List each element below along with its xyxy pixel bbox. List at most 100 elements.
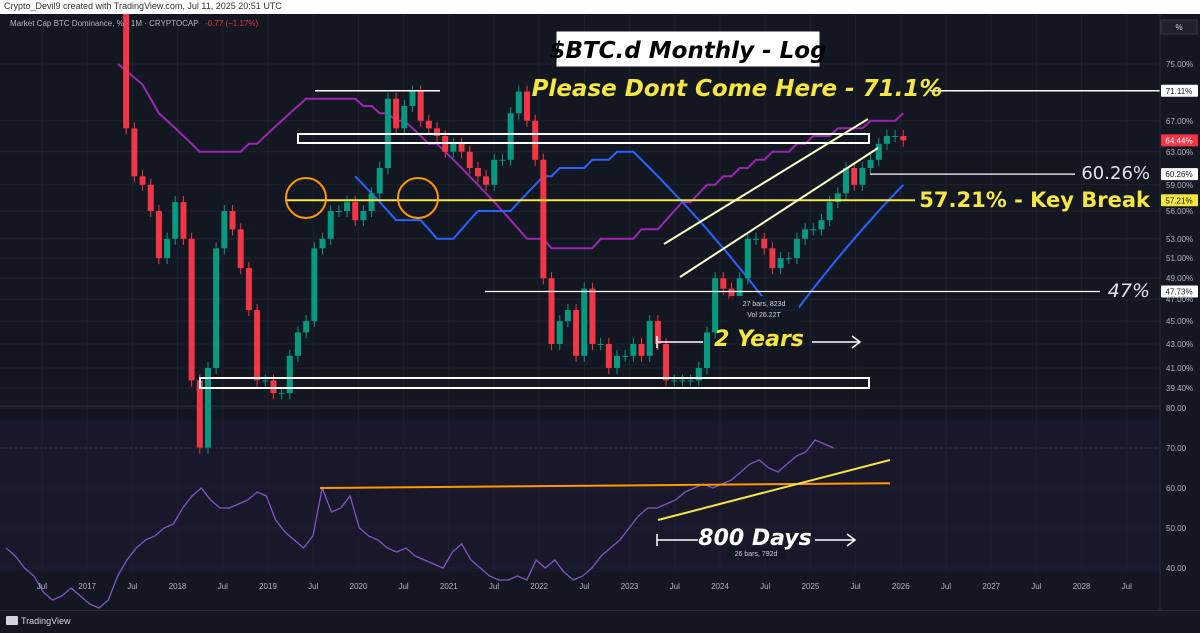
two-years-arrow-head — [851, 335, 862, 349]
candle-body — [499, 159, 506, 161]
credit-text: Crypto_Devil9 created with TradingView.c… — [4, 1, 282, 11]
time-axis-label: 2026 — [892, 582, 910, 591]
price-axis-label: 63.00% — [1166, 148, 1193, 157]
tradingview-logo[interactable]: TradingView — [6, 616, 71, 626]
price-axis-label: 51.00% — [1166, 254, 1193, 263]
price-axis-label: 49.00% — [1166, 274, 1193, 283]
candle-body — [744, 238, 751, 279]
circle-marker-2020 — [397, 177, 439, 219]
candle-body — [654, 321, 661, 344]
candle-body — [368, 193, 375, 212]
scale-toggle-button[interactable]: % — [1160, 19, 1198, 35]
candle-body — [491, 159, 498, 185]
brand-label: TradingView — [21, 616, 71, 626]
channel-lower — [679, 147, 879, 278]
candle-body — [294, 332, 301, 356]
candle-body — [589, 288, 596, 344]
price-axis-label: 53.00% — [1166, 235, 1193, 244]
candle-body — [221, 211, 228, 249]
candle-body — [793, 238, 800, 259]
candle-body — [597, 343, 604, 345]
candle-body — [613, 355, 620, 368]
candle-body — [507, 113, 514, 160]
price-axis-tag: 47.73% — [1165, 287, 1192, 296]
time-axis-label: Jul — [37, 582, 47, 591]
candle-body — [401, 105, 408, 129]
rsi-axis-label: 50.00 — [1166, 524, 1187, 533]
candle-body — [254, 310, 261, 381]
candle-body — [679, 380, 686, 382]
price-axis-tag: 57.21% — [1165, 196, 1192, 205]
candle-body — [540, 159, 547, 279]
candle-body — [671, 380, 678, 382]
time-axis-label: 2025 — [802, 582, 820, 591]
time-axis-label: Jul — [398, 582, 408, 591]
candle-body — [703, 332, 710, 368]
candle-body — [327, 211, 334, 239]
days-info-box: 26 bars, 792d — [727, 547, 785, 559]
candle-body — [360, 211, 367, 221]
candle-body — [663, 343, 670, 381]
time-axis-label: Jul — [1122, 582, 1132, 591]
time-axis-label: Jul — [308, 582, 318, 591]
candle-body — [695, 367, 702, 381]
key-break-label: 57.21% - Key Break — [919, 188, 1151, 212]
candle-body — [131, 128, 138, 177]
candle-body — [769, 248, 776, 269]
range-info-bars: 27 bars, 823d — [743, 301, 786, 308]
price-axis[interactable]: 75.00% 71.11% 67.00% 64.44% 63.00% 60.26% 59.0… — [1159, 14, 1200, 610]
price-axis-label: 41.00% — [1166, 364, 1193, 373]
candle-body — [753, 238, 760, 240]
channel-upper — [663, 118, 869, 245]
candle-body — [736, 278, 743, 300]
candle-body — [548, 278, 555, 344]
candle-body — [450, 143, 457, 152]
footer-bar: TradingView — [0, 610, 1200, 633]
candle-body — [196, 380, 203, 448]
candle-body — [900, 136, 907, 141]
candle-body — [761, 238, 768, 249]
top-line-label: Please Dont Come Here - 71.1% — [532, 76, 943, 102]
candle-body — [278, 393, 285, 395]
candle-body — [213, 248, 220, 368]
candle-body — [810, 229, 817, 231]
time-axis-label: Jul — [127, 582, 137, 591]
rsi-pane-background — [0, 420, 1160, 572]
candle-body — [458, 143, 465, 152]
candle-body — [262, 380, 269, 382]
time-axis-label: Jul — [760, 582, 770, 591]
rsi-trendline — [657, 459, 891, 521]
level-47-label: 47% — [1108, 280, 1150, 302]
rsi-axis-label: 60.00 — [1166, 484, 1187, 493]
candle-body — [826, 202, 833, 221]
time-axis-label: Jul — [850, 582, 860, 591]
price-axis-label: 45.00% — [1166, 317, 1193, 326]
candle-body — [319, 238, 326, 249]
candle-body — [147, 184, 154, 212]
price-axis-label: 75.00% — [1166, 60, 1193, 69]
price-axis-label: 67.00% — [1166, 117, 1193, 126]
tradingview-logo-icon — [6, 616, 18, 625]
time-axis-label: Jul — [670, 582, 680, 591]
time-axis-label: 2017 — [78, 582, 96, 591]
price-axis-label: 39.40% — [1166, 384, 1193, 393]
ma-long-line — [117, 63, 904, 250]
time-axis-label: 2023 — [621, 582, 639, 591]
candle-body — [564, 310, 571, 322]
candle-body — [785, 258, 792, 260]
chart-canvas[interactable]: Market Cap BTC Dominance, % · 1M · CRYPT… — [0, 14, 1200, 610]
candle-body — [728, 288, 735, 300]
price-label-highlight — [1161, 285, 1198, 298]
time-axis-label: Jul — [1031, 582, 1041, 591]
candle-body — [270, 380, 277, 394]
legend-symbol[interactable]: Market Cap BTC Dominance, % · 1M · CRYPT… — [10, 19, 199, 28]
candle-body — [859, 167, 866, 185]
candle-body — [687, 380, 694, 382]
time-axis-label: Jul — [218, 582, 228, 591]
candle-body — [867, 159, 874, 168]
time-axis-label: 2018 — [169, 582, 187, 591]
time-axis[interactable]: Jul 2017 Jul 2018 Jul 2019 Jul 2020 Jul 2021 Jul 20… — [37, 582, 1132, 591]
time-axis-label: 2019 — [259, 582, 277, 591]
credit-bar: Crypto_Devil9 created with TradingView.c… — [0, 0, 1200, 14]
rsi-axis-label: 40.00 — [1166, 564, 1187, 573]
